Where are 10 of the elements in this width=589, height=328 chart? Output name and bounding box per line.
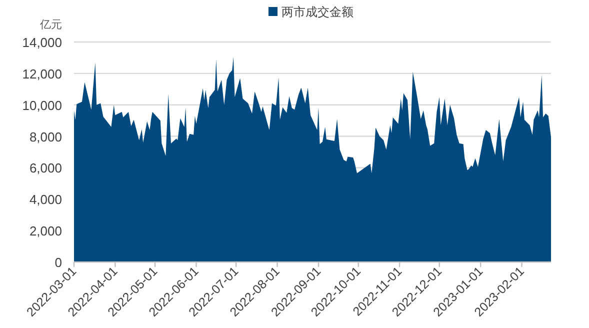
y-tick-label: 2,000 — [29, 224, 62, 239]
legend-label: 两市成交金额 — [282, 5, 354, 19]
y-axis-title: 亿元 — [39, 19, 62, 31]
y-tick-label: 12,000 — [22, 66, 62, 82]
y-tick-label: 4,000 — [29, 192, 62, 208]
y-tick-label: 14,000 — [22, 35, 62, 50]
y-tick-label: 6,000 — [29, 160, 62, 176]
y-tick-label: 0 — [54, 255, 62, 270]
y-tick-label: 8,000 — [29, 129, 62, 144]
y-tick-label: 10,000 — [22, 98, 62, 113]
